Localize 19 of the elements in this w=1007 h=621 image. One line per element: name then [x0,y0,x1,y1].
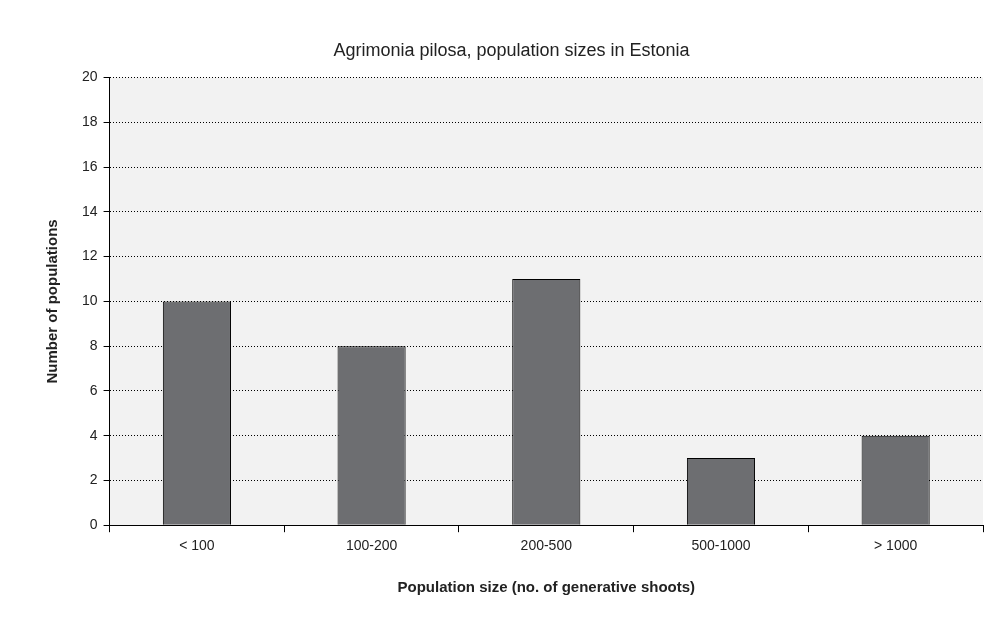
x-tick-label: < 100 [179,537,215,554]
y-tick-label: 2 [89,471,98,488]
y-tick-label: 16 [81,157,98,174]
x-tick-label: 500-1000 [691,537,751,554]
y-tick-label: 8 [89,337,98,354]
y-tick-label: 14 [81,202,98,219]
y-tick-label: 0 [89,516,98,533]
y-tick-label: 12 [81,247,98,264]
y-tick-label: 4 [89,426,98,443]
y-tick-label: 6 [89,381,98,398]
x-tick-label: 100-200 [345,537,398,554]
chart-title: Agrimonia pilosa, population sizes in Estonia [333,39,691,60]
y-tick-label: 18 [81,113,98,130]
x-tick-label: 200-500 [520,537,573,554]
y-tick-label: 20 [81,68,98,85]
x-axis-title: Population size (no. of generative shoots) [397,578,696,596]
y-axis-title: Number of populations [43,219,61,384]
y-tick-label: 10 [81,292,98,309]
x-tick-label: > 1000 [874,537,918,554]
